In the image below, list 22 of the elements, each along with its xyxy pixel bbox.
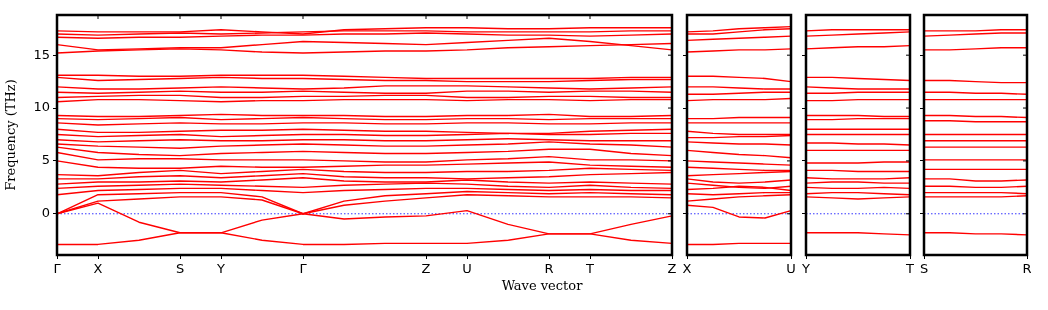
y-tick-label: 15 <box>33 46 50 62</box>
x-tick-label: Y <box>801 261 811 277</box>
x-tick-label: Z <box>667 261 677 277</box>
x-axis-title: Wave vector <box>500 278 584 293</box>
x-tick-label: R <box>1022 261 1032 277</box>
x-tick-label: T <box>585 261 595 277</box>
x-tick-label: Γ <box>299 261 308 277</box>
x-tick-label: S <box>919 261 929 277</box>
x-tick-label: T <box>905 261 915 277</box>
x-tick-label: X <box>93 261 103 277</box>
x-tick-label: Z <box>421 261 431 277</box>
y-tick-label: 0 <box>41 205 50 221</box>
x-tick-label: S <box>175 261 185 277</box>
x-tick-label: X <box>682 261 692 277</box>
y-tick-label: 5 <box>41 152 50 168</box>
y-tick-label: 10 <box>33 99 50 115</box>
x-tick-label: R <box>544 261 554 277</box>
x-tick-label: U <box>786 261 796 277</box>
x-tick-label: U <box>462 261 472 277</box>
x-tick-label: Y <box>216 261 226 277</box>
y-axis-title: Frequency (THz) <box>3 79 19 191</box>
x-tick-label: Γ <box>53 261 62 277</box>
